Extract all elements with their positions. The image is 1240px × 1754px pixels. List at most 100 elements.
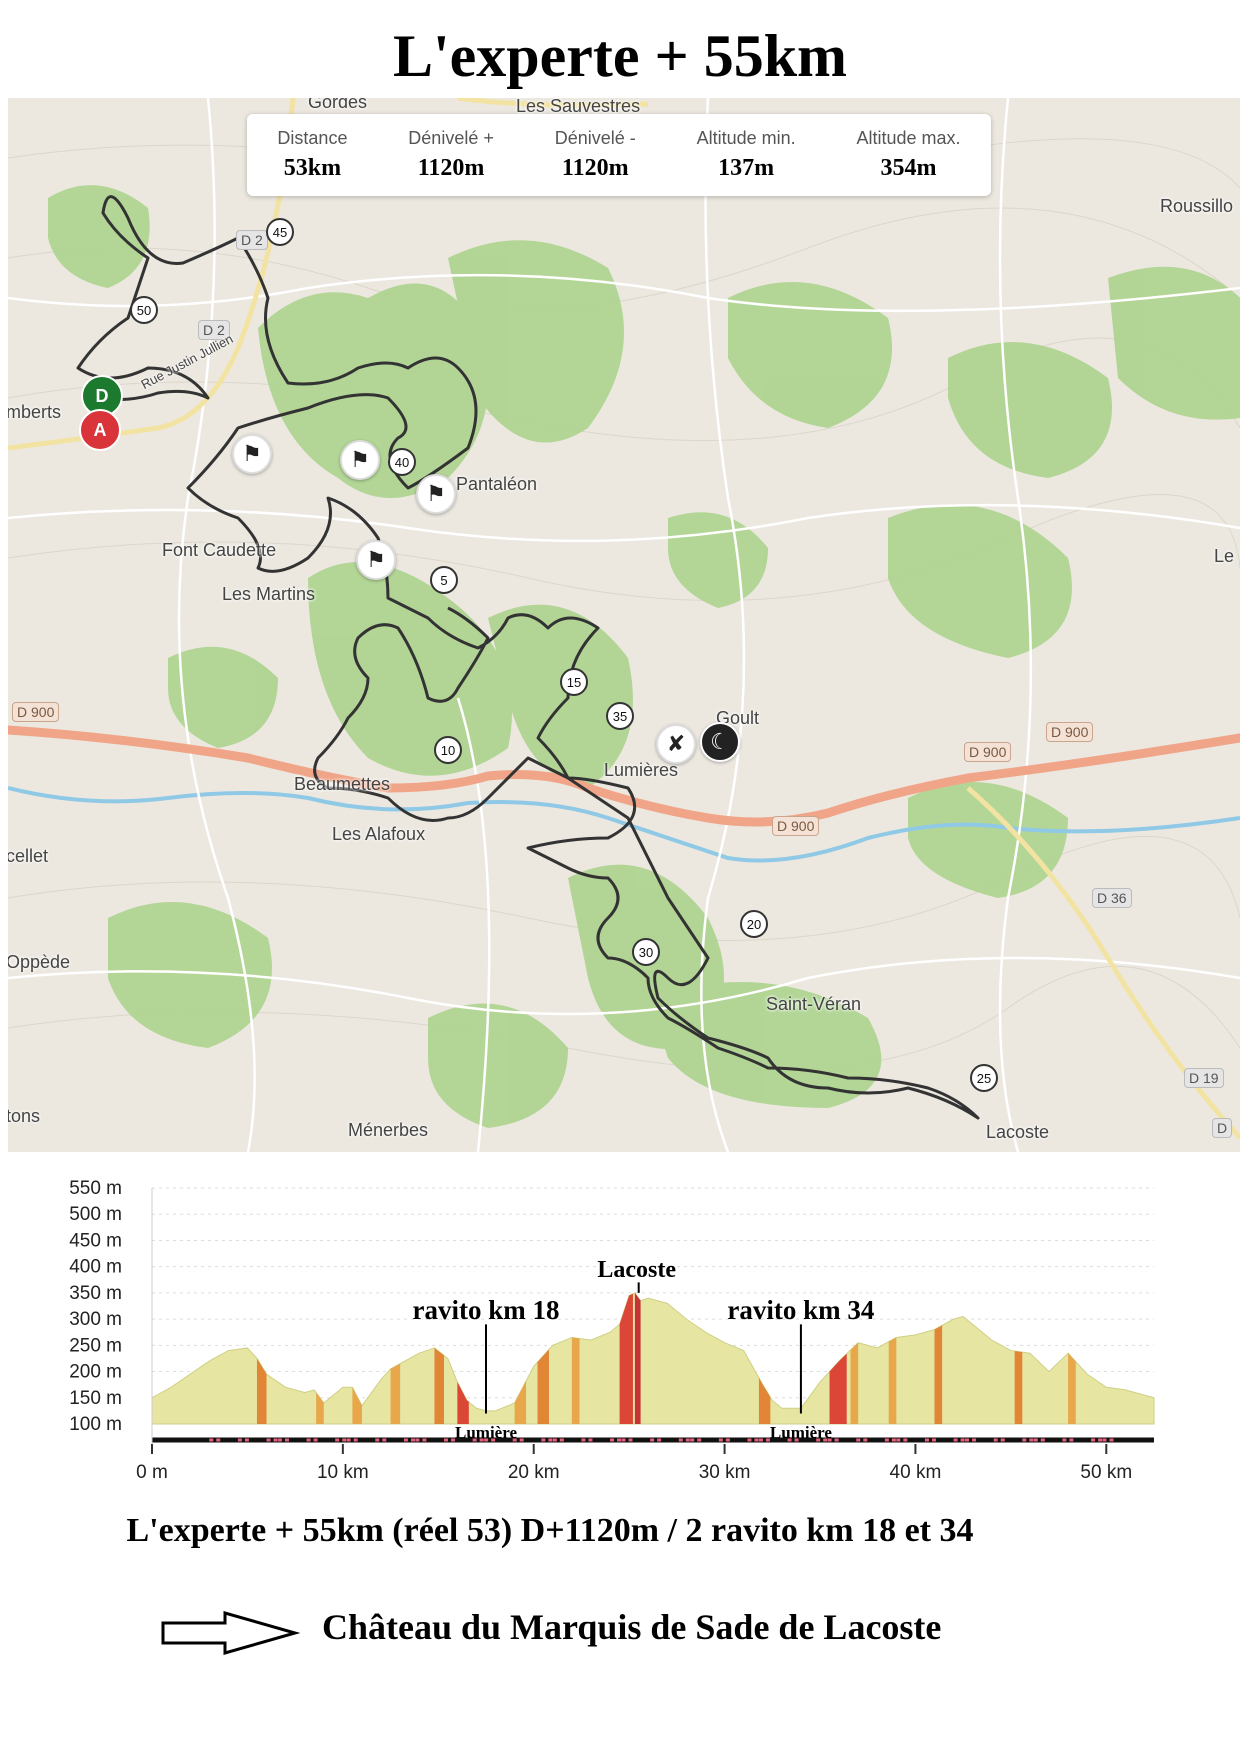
km-marker-45[interactable]: 45 — [266, 218, 294, 246]
stat-value: 137m — [718, 155, 775, 181]
km-marker-50[interactable]: 50 — [130, 296, 158, 324]
viewpoint-icon[interactable]: ⚑ — [232, 434, 272, 474]
viewpoint-icon[interactable]: ⚑ — [356, 540, 396, 580]
place-les-martins: Les Martins — [222, 584, 316, 604]
stat-value: 53km — [283, 155, 342, 181]
viewpoint-icon[interactable]: ⚑ — [416, 474, 456, 514]
place-menerbes: Ménerbes — [348, 1120, 429, 1140]
km-marker-10[interactable]: 10 — [434, 736, 462, 764]
main-road-d900 — [8, 725, 1240, 827]
road-label-d900: D 900 — [1046, 722, 1094, 742]
river — [8, 786, 1240, 863]
km-marker-30[interactable]: 30 — [632, 938, 660, 966]
x-tick-label: 30 km — [699, 1462, 751, 1483]
x-tick-label: 10 km — [317, 1462, 369, 1483]
y-tick-label: 300 m — [69, 1309, 122, 1330]
elevation-profile: 550 m 500 m 450 m 400 m 350 m 300 m 250 m 200 m… — [0, 1160, 1240, 1500]
place-saint-veran: Saint-Véran — [766, 994, 862, 1014]
stat-distance: Distance 53km — [277, 128, 347, 182]
km-marker-5[interactable]: 5 — [430, 566, 458, 594]
route-map[interactable]: Distance 53km Dénivelé + 1120m Dénivelé … — [8, 98, 1240, 1152]
place-lumieres: Lumières — [604, 760, 679, 780]
km-marker-15[interactable]: 15 — [560, 668, 588, 696]
place-oppede: Oppède — [8, 952, 71, 972]
steep-segment — [457, 1382, 469, 1424]
stat-label: Dénivelé + — [408, 128, 494, 148]
y-tick-label: 350 m — [69, 1283, 122, 1304]
stat-elevation-gain: Dénivelé + 1120m — [408, 128, 494, 182]
finish-marker[interactable]: A — [79, 409, 121, 451]
x-tick-label: 0 m — [136, 1462, 168, 1483]
place-gordes: Gordes — [308, 98, 368, 112]
elevation-chart: 550 m 500 m 450 m 400 m 350 m 300 m 250 m 200 m… — [69, 1178, 1155, 1483]
fork-knife-icon[interactable]: ✘ — [656, 724, 696, 764]
stat-label: Altitude max. — [856, 128, 961, 148]
steep-segment — [1068, 1353, 1076, 1424]
steep-segment — [758, 1377, 771, 1424]
steep-segment — [316, 1392, 324, 1424]
place-sauvestres: Les Sauvestres — [516, 98, 641, 116]
page-title: L'experte + 55km — [392, 23, 848, 89]
elevation-area — [151, 1292, 1155, 1425]
y-tick-label: 100 m — [69, 1414, 122, 1435]
annotation-lacoste: Lacoste — [597, 1257, 676, 1283]
steep-segment — [888, 1337, 897, 1424]
map-canvas — [8, 98, 1240, 1152]
steep-segment — [352, 1387, 362, 1424]
stat-value: 1120m — [561, 155, 629, 181]
steep-segment — [390, 1363, 401, 1424]
steep-segment — [850, 1342, 859, 1424]
road-label-d2: D 2 — [236, 230, 268, 250]
road-label-d900: D 900 — [964, 742, 1012, 762]
annotation-ravito: ravito km 18 — [413, 1295, 560, 1325]
banana-icon[interactable]: ☾ — [700, 722, 740, 762]
stat-label: Altitude min. — [696, 128, 796, 148]
y-tick-label: 500 m — [69, 1204, 122, 1225]
annotation-lumiere: Lumière — [770, 1423, 832, 1442]
place-pantaleon: Pantaléon — [456, 474, 538, 494]
km-marker-20[interactable]: 20 — [740, 910, 768, 938]
y-tick-label: 550 m — [69, 1178, 122, 1199]
steep-segment — [514, 1380, 527, 1424]
y-tick-label: 150 m — [69, 1388, 122, 1409]
place-roussillon: Roussillo — [1160, 196, 1234, 216]
annotation-ravito: ravito km 34 — [727, 1295, 874, 1325]
route-path — [76, 195, 980, 1120]
steep-segment — [434, 1347, 445, 1424]
place-le: Le — [1214, 546, 1235, 566]
y-tick-label: 450 m — [69, 1230, 122, 1251]
place-imberts: mberts — [8, 402, 62, 422]
place-beaumettes: Beaumettes — [294, 774, 391, 794]
road-label-d19: D 19 — [1184, 1068, 1224, 1088]
steep-segment — [571, 1337, 580, 1424]
road-label-d900: D 900 — [12, 702, 60, 722]
stat-altitude-min: Altitude min. 137m — [697, 128, 796, 182]
km-marker-40[interactable]: 40 — [388, 448, 416, 476]
x-tick-label: 40 km — [890, 1462, 942, 1483]
minor-roads — [8, 98, 1240, 1152]
y-tick-label: 200 m — [69, 1362, 122, 1383]
km-marker-25[interactable]: 25 — [970, 1064, 998, 1092]
viewpoint-icon[interactable]: ⚑ — [340, 440, 380, 480]
route-stats-panel: Distance 53km Dénivelé + 1120m Dénivelé … — [247, 114, 991, 196]
steep-segment — [619, 1293, 633, 1424]
km-marker-35[interactable]: 35 — [606, 702, 634, 730]
place-alafoux: Les Alafoux — [332, 824, 426, 844]
steep-segment — [256, 1358, 267, 1424]
steep-segment — [1014, 1351, 1023, 1424]
place-font-caudette: Font Caudette — [162, 540, 277, 560]
place-lacoste: Lacoste — [986, 1122, 1050, 1142]
x-tick-label: 20 km — [508, 1462, 560, 1483]
stat-altitude-max: Altitude max. 354m — [856, 128, 960, 182]
road-label-d: D — [1212, 1118, 1233, 1138]
y-tick-label: 400 m — [69, 1257, 122, 1278]
steep-segment — [829, 1353, 847, 1424]
stat-label: Distance — [277, 128, 348, 148]
y-tick-label: 250 m — [69, 1335, 122, 1356]
stat-label: Dénivelé - — [554, 128, 636, 148]
stat-elevation-loss: Dénivelé - 1120m — [555, 128, 636, 182]
footer-text: Château du Marquis de Sade de Lacoste — [322, 1607, 942, 1647]
road-label-d36: D 36 — [1092, 888, 1132, 908]
steep-segment — [634, 1292, 641, 1424]
road-label-d2: D 2 — [198, 320, 230, 340]
